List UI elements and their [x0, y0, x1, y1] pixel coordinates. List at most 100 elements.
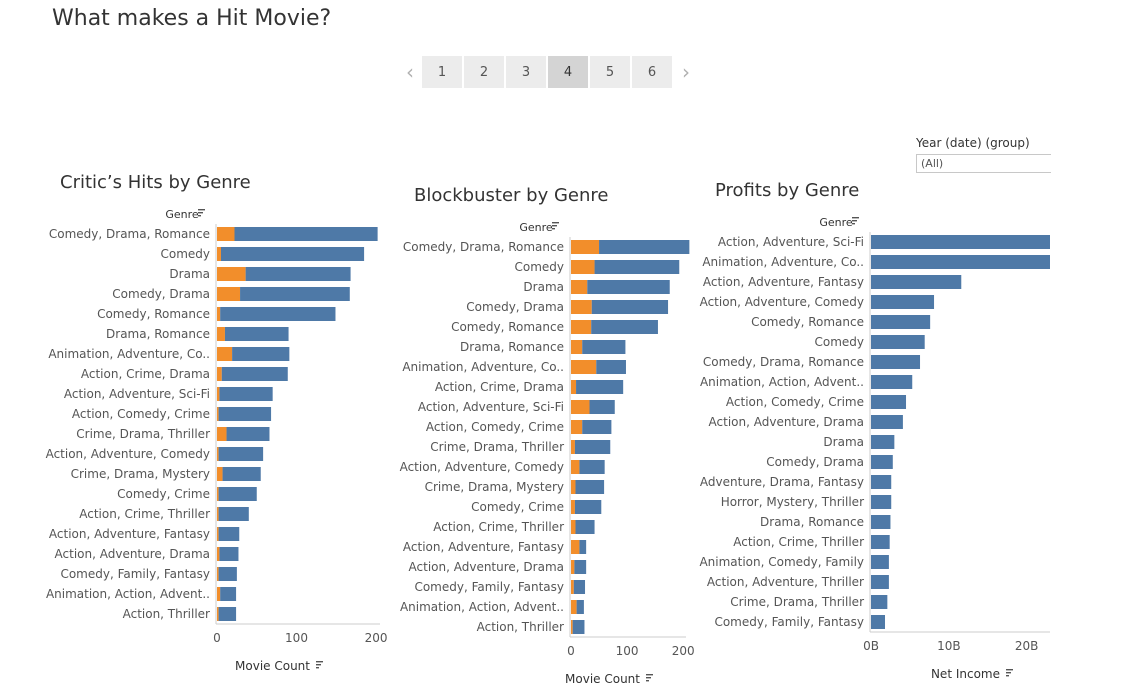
chart1-bar-segment [226, 427, 270, 441]
chart2-bar-segment [571, 260, 595, 274]
chart2-bar-segment [571, 240, 600, 254]
chart3-bar-segment [871, 475, 892, 489]
chart2-category-label: Action, Crime, Drama [435, 380, 564, 394]
chart3-tick-label: 20B [1015, 639, 1039, 653]
chart2-category-label: Action, Adventure, Drama [409, 560, 564, 574]
chart3-tick-label: 10B [937, 639, 961, 653]
chart3-category-label: Drama [823, 435, 864, 449]
chart1-bar-segment [217, 307, 221, 321]
chart2-tick-label: 100 [616, 644, 639, 658]
story-point-2[interactable]: 2 [464, 56, 504, 88]
chart2-bar-segment [591, 300, 669, 314]
story-point-4[interactable]: 4 [548, 56, 588, 88]
chart3-category-label: Action, Adventure, Sci-Fi [718, 235, 864, 249]
chart1-genre-sort-icon[interactable] [198, 209, 205, 217]
chart2-bar-segment [576, 600, 584, 614]
chart3-category-label: Animation, Adventure, Co.. [702, 255, 864, 269]
chevron-left-icon[interactable]: ‹ [406, 60, 414, 84]
chart2-bar-segment [571, 540, 580, 554]
chart1-bar-segment [217, 567, 219, 581]
chart1-bar-segment [217, 347, 233, 361]
chart2-x-sort-icon[interactable] [646, 674, 653, 682]
chart3-category-label: Comedy, Drama [766, 455, 864, 469]
chart1-category-label: Action, Crime, Thriller [79, 507, 210, 521]
chart3-category-label: Animation, Action, Advent.. [700, 375, 864, 389]
chart2-bar-segment [571, 280, 588, 294]
chart1-category-label: Drama, Romance [106, 327, 210, 341]
chart2-tick-label: 0 [567, 644, 575, 658]
chart2-bar-segment [571, 460, 580, 474]
chart1-tick-label: 200 [365, 631, 388, 645]
story-point-6[interactable]: 6 [632, 56, 672, 88]
chart2-bar-segment [571, 580, 574, 594]
chart2-category-label: Action, Crime, Thriller [433, 520, 564, 534]
chart3-bar-segment [871, 315, 931, 329]
chart3-category-label: Comedy [814, 335, 864, 349]
chart3-x-sort-icon[interactable] [1006, 669, 1013, 677]
chart1-bar-segment [220, 307, 336, 321]
chart1-category-label: Action, Thriller [123, 607, 210, 621]
chart2-bar-segment [571, 600, 577, 614]
chart2-category-label: Drama [523, 280, 564, 294]
chart2-bar-segment [571, 320, 592, 334]
chart1-bar-segment [217, 407, 219, 421]
chart1-x-sort-icon[interactable] [316, 661, 323, 669]
chart2-bar-segment [574, 560, 587, 574]
chart2-category-label: Drama, Romance [460, 340, 564, 354]
chart3-bar-segment [871, 555, 889, 569]
chart2-category-label: Crime, Drama, Thriller [430, 440, 564, 454]
chart1-x-axis-label: Movie Count [235, 659, 310, 673]
chart1-bar-segment [220, 587, 237, 601]
chart3-tick-label: 0B [863, 639, 879, 653]
chart1-bar-segment [218, 407, 272, 421]
chart2-genre-sort-icon[interactable] [552, 222, 559, 230]
chart1-bar-segment [217, 587, 221, 601]
chart2-category-label: Comedy, Drama [466, 300, 564, 314]
chart3-category-label: Action, Adventure, Drama [709, 415, 864, 429]
chart2-bar-segment [575, 480, 605, 494]
chart2-bar-segment [571, 500, 575, 514]
chart1-bar-segment [217, 267, 246, 281]
chart1-bar-segment [234, 227, 378, 241]
chart2-bar-segment [576, 380, 624, 394]
chart3-category-label: Action, Crime, Thriller [733, 535, 864, 549]
filter-label: Year (date) (group) [916, 136, 1030, 150]
chart3-bar-segment [871, 235, 1050, 249]
chart2-bar-segment [571, 420, 583, 434]
chart1-bar-segment [222, 467, 261, 481]
chart1-category-label: Comedy [160, 247, 210, 261]
chart2-bar-segment [587, 280, 670, 294]
chart3-bar-segment [871, 595, 888, 609]
chart1-category-label: Animation, Action, Advent.. [46, 587, 210, 601]
chart2-category-label: Comedy, Family, Fantasy [414, 580, 564, 594]
chart2-category-label: Action, Comedy, Crime [426, 420, 564, 434]
story-point-5[interactable]: 5 [590, 56, 630, 88]
chart3-category-label: Drama, Romance [760, 515, 864, 529]
chart2-category-label: Action, Adventure, Comedy [400, 460, 564, 474]
chart2-bar-segment [575, 520, 595, 534]
chart2-bar-segment [572, 620, 585, 634]
chart1-genre-header: Genre [165, 208, 199, 221]
chart1-bar-segment [221, 367, 288, 381]
chart3-category-label: Adventure, Drama, Fantasy [700, 475, 864, 489]
chart1-category-label: Comedy, Family, Fantasy [60, 567, 210, 581]
chart1-category-label: Crime, Drama, Thriller [76, 427, 210, 441]
chart3-category-label: Action, Adventure, Thriller [707, 575, 864, 589]
chart1-tick-label: 0 [213, 631, 221, 645]
chart2-bar-segment [571, 560, 575, 574]
chart1-bar-segment [218, 567, 237, 581]
chart1-category-label: Action, Crime, Drama [81, 367, 210, 381]
chart2-category-label: Action, Adventure, Fantasy [403, 540, 564, 554]
year-filter-dropdown[interactable]: (All) [916, 154, 1051, 173]
story-title: What makes a Hit Movie? [52, 6, 332, 31]
chart3-bar-segment [871, 275, 962, 289]
chevron-right-icon[interactable]: › [682, 60, 690, 84]
chart1-bar-segment [240, 287, 350, 301]
chart3-genre-sort-icon[interactable] [852, 217, 859, 225]
chart1-bar-segment [217, 607, 219, 621]
chart3-title: Profits by Genre [715, 180, 859, 201]
chart3-bar-segment [871, 535, 890, 549]
chart1-bar-segment [217, 487, 219, 501]
story-point-3[interactable]: 3 [506, 56, 546, 88]
story-point-1[interactable]: 1 [422, 56, 462, 88]
